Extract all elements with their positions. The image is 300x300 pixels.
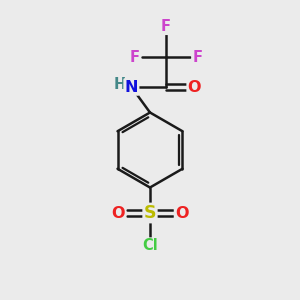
Text: O: O <box>188 80 201 94</box>
Text: N: N <box>125 80 138 94</box>
Text: S: S <box>144 204 156 222</box>
Text: O: O <box>112 206 125 220</box>
Text: Cl: Cl <box>142 238 158 253</box>
Text: O: O <box>175 206 189 220</box>
Text: F: F <box>129 50 140 64</box>
Text: F: F <box>161 19 171 34</box>
Text: H: H <box>114 77 126 92</box>
Text: F: F <box>192 50 203 64</box>
